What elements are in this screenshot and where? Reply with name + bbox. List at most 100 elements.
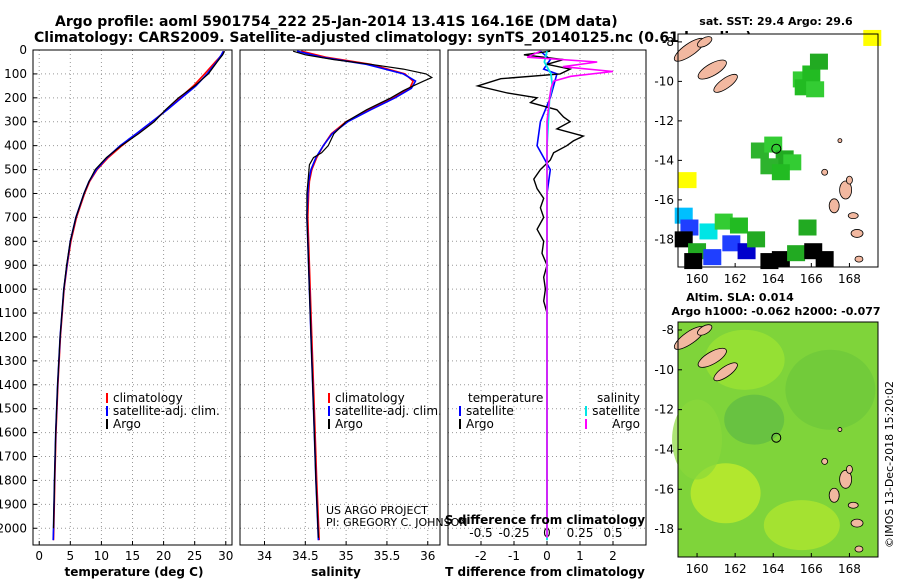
s-tick-label: -0.5: [469, 526, 492, 540]
sst-map: -8 -10 -12 -14 -16 -18 160 162 164 166 168: [654, 29, 882, 286]
salinity-legend-label: Argo: [335, 417, 363, 431]
lon-tick-label: 164: [762, 272, 785, 286]
y-tick-label: 900: [4, 258, 27, 272]
y-tick-label: 0: [19, 43, 27, 57]
sla-anomaly-patch: [724, 394, 785, 445]
y-tick-label: 200: [4, 91, 27, 105]
sst-cell: [806, 81, 825, 98]
temperature-legend-label: climatology: [113, 391, 183, 405]
y-tick-label: 1400: [0, 378, 27, 392]
sst-cell: [678, 172, 697, 189]
sst-cell: [798, 219, 817, 236]
series-line-s-argo: [526, 50, 614, 538]
island-shape: [837, 138, 843, 144]
island-shape: [839, 469, 853, 489]
island-shape: [854, 255, 864, 263]
x-tick-label: 25: [187, 549, 202, 563]
diff-s-legend-label: Argo: [612, 417, 640, 431]
sla-anomaly-patch: [672, 399, 723, 480]
x-tick-label: 35.5: [374, 549, 401, 563]
salinity-legend-label: climatology: [335, 391, 405, 405]
t-tick-label: 0: [543, 549, 551, 563]
island-shape: [713, 73, 738, 93]
y-tick-label: 1100: [0, 306, 27, 320]
sla-anomaly-patch: [785, 349, 876, 430]
lat-tick-label: -16: [654, 193, 674, 207]
sla-map-title-2: Argo h1000: -0.062 h2000: -0.077: [671, 305, 880, 318]
lon-tick-label: 166: [800, 562, 823, 576]
series-line-t-argo: [475, 50, 586, 529]
x-tick-label: 0: [35, 549, 43, 563]
t-tick-label: -2: [475, 549, 487, 563]
s-tick-label: 0.25: [567, 526, 594, 540]
sst-cell: [703, 249, 722, 266]
float-location-marker: [771, 432, 782, 443]
island-shape: [850, 518, 864, 528]
x-tick-label: 30: [218, 549, 233, 563]
sla-anomaly-patch: [763, 500, 840, 551]
lat-tick-label: -8: [662, 323, 674, 337]
lat-tick-label: -10: [654, 363, 674, 377]
salinity-panel: 34 34.5 35 35.5 36 climatologysatellite-adj. …: [239, 49, 442, 563]
lon-tick-label: 168: [838, 272, 861, 286]
x-tick-label: 5: [66, 549, 74, 563]
y-tick-label: 2000: [0, 521, 27, 535]
y-tick-label: 1200: [0, 330, 27, 344]
island-shape: [713, 362, 738, 382]
t-tick-label: -1: [508, 549, 520, 563]
diff-legend-title-s: salinity: [597, 391, 640, 405]
lon-tick-label: 160: [686, 272, 709, 286]
sst-cell: [722, 235, 741, 252]
lon-tick-label: 162: [724, 272, 747, 286]
credit-pi: PI: GREGORY C. JOHNSON: [326, 516, 467, 529]
lat-tick-label: -14: [654, 153, 674, 167]
island-shape: [846, 464, 853, 474]
y-tick-label: 1800: [0, 473, 27, 487]
title-line-2: Climatology: CARS2009. Satellite-adjuste…: [34, 30, 752, 46]
s-diff-xlabel: S difference from climatology: [445, 513, 645, 527]
plot-frame: [239, 49, 441, 546]
island-shape: [697, 347, 727, 368]
lon-tick-label: 168: [838, 562, 861, 576]
lon-tick-label: 162: [724, 562, 747, 576]
sst-map-title: sat. SST: 29.4 Argo: 29.6: [699, 15, 853, 28]
island-shape: [839, 180, 853, 200]
island-shape: [697, 59, 727, 80]
x-tick-label: 34: [257, 549, 272, 563]
map-frame: [677, 33, 879, 268]
sla-anomaly-patch: [690, 463, 761, 524]
sst-cell: [714, 213, 733, 230]
lon-tick-label: 166: [800, 272, 823, 286]
island-shape: [850, 229, 864, 238]
temperature-legend-label: satellite-adj. clim.: [113, 404, 220, 418]
sst-cell: [771, 164, 790, 181]
series-line-satellite-adj-clim-: [52, 50, 225, 541]
t-diff-xlabel: T difference from climatology: [445, 565, 645, 579]
series-line-s-satellite: [543, 50, 554, 541]
title-line-1: Argo profile: aoml 5901754_222 25-Jan-20…: [55, 14, 618, 30]
sst-cell: [809, 53, 828, 70]
lat-tick-label: -10: [654, 74, 674, 88]
lat-tick-label: -16: [654, 482, 674, 496]
lat-tick-label: -12: [654, 403, 674, 417]
y-tick-label: 1000: [0, 282, 27, 296]
island-shape: [847, 501, 859, 509]
temperature-xlabel: temperature (deg C): [65, 565, 204, 579]
diff-t-legend-label: Argo: [466, 417, 494, 431]
y-tick-label: 1500: [0, 402, 27, 416]
y-tick-label: 1900: [0, 497, 27, 511]
series-line-argo: [292, 50, 434, 538]
diff-s-legend-label: satellite: [592, 404, 640, 418]
sst-cell: [787, 245, 806, 262]
series-line-climatology: [301, 50, 415, 541]
salinity-legend-label: satellite-adj. clim.: [335, 404, 442, 418]
y-tick-label: 1600: [0, 426, 27, 440]
lat-tick-label: -8: [662, 35, 674, 49]
island-shape: [847, 212, 859, 220]
sst-cell: [699, 223, 718, 240]
y-tick-label: 700: [4, 210, 27, 224]
s-tick-label: 0.5: [603, 526, 622, 540]
y-tick-label: 500: [4, 163, 27, 177]
y-tick-label: 400: [4, 139, 27, 153]
